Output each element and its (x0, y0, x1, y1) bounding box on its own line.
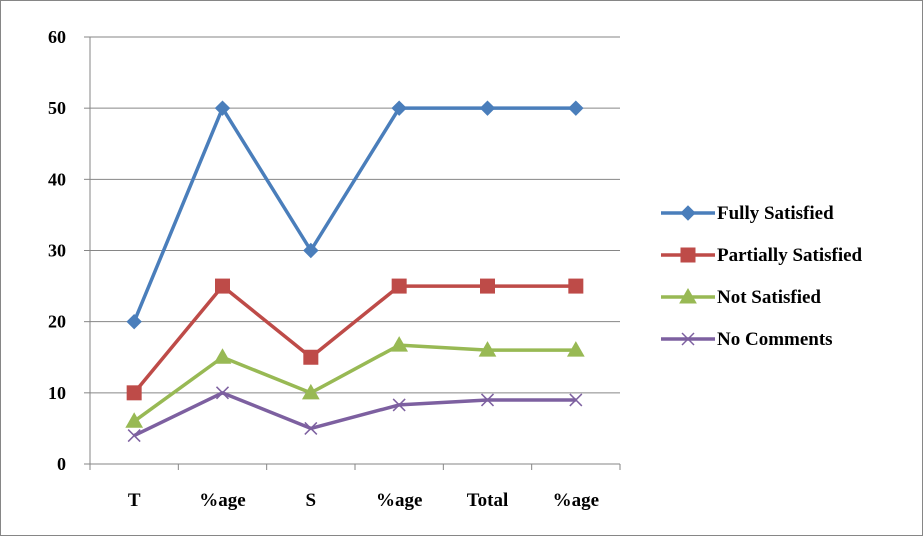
data-point (303, 242, 319, 259)
series-line (133, 391, 576, 438)
y-tick-label: 10 (48, 383, 66, 403)
legend-label: Partially Satisfied (717, 245, 863, 266)
y-tick-label: 40 (48, 169, 66, 189)
x-tick-label: %age (199, 490, 245, 511)
x-tick-label: T (128, 490, 141, 511)
y-tick-label: 60 (48, 27, 66, 47)
data-point (301, 383, 320, 400)
legend-label: Not Satisfied (717, 287, 821, 308)
data-point (215, 386, 230, 400)
legend-marker (680, 247, 696, 263)
series-lines (125, 100, 585, 443)
series-no-comments (127, 386, 583, 443)
y-tick-label: 30 (48, 241, 66, 261)
data-point (126, 313, 142, 330)
data-point (569, 393, 583, 407)
data-point (215, 278, 230, 294)
x-tick-label: %age (376, 490, 422, 511)
data-point (391, 278, 407, 294)
legend-label: Fully Satisfied (717, 203, 834, 224)
legend-item: Not Satisfied (661, 287, 821, 308)
data-point (391, 100, 407, 116)
legend-marker (681, 332, 695, 346)
data-point (126, 385, 142, 401)
data-point (303, 349, 319, 365)
series-line (132, 106, 576, 323)
data-point (392, 398, 406, 412)
series-line (132, 284, 576, 394)
legend: Fully Satisfied Partially Satisfied Not Sa… (661, 203, 863, 350)
legend-item: Fully Satisfied (661, 203, 834, 224)
legend-marker (680, 205, 696, 221)
data-point (480, 393, 495, 407)
series-not-satisfied (125, 336, 585, 428)
x-tick-label: %age (553, 490, 599, 511)
legend-item: Partially Satisfied (661, 245, 863, 266)
data-point (480, 278, 495, 294)
data-point (390, 336, 409, 352)
legend-label: No Comments (717, 329, 833, 350)
series-fully-satisfied (126, 100, 584, 330)
x-tick-label: Total (467, 490, 509, 511)
x-tick-label: S (306, 490, 317, 511)
data-point (478, 341, 497, 357)
data-point (568, 100, 584, 116)
gridlines (90, 36, 620, 394)
y-tick-label: 50 (48, 98, 66, 118)
data-point (566, 341, 585, 357)
legend-marker (679, 287, 697, 304)
data-point (568, 278, 584, 294)
axis-labels: 0 10 20 30 40 50 60 T %age S %age Total %age (48, 27, 599, 511)
axes (84, 36, 621, 470)
data-point (479, 100, 496, 116)
series-partially-satisfied (126, 278, 584, 401)
y-tick-label: 0 (57, 454, 66, 474)
series-line (133, 343, 576, 423)
y-tick-label: 20 (48, 312, 66, 332)
data-point (125, 412, 144, 428)
data-point (304, 421, 318, 435)
data-point (213, 348, 232, 364)
legend-item: No Comments (661, 329, 833, 350)
data-point (214, 100, 231, 116)
data-point (127, 429, 141, 443)
